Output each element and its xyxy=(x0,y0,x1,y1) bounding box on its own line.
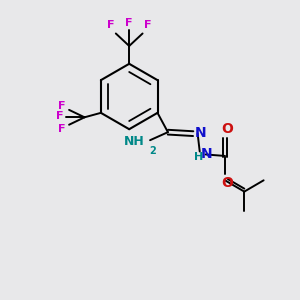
Text: N: N xyxy=(194,126,206,140)
Text: 2: 2 xyxy=(149,146,156,156)
Text: F: F xyxy=(58,101,66,111)
Text: O: O xyxy=(221,176,233,190)
Text: F: F xyxy=(125,17,133,28)
Text: O: O xyxy=(221,122,233,136)
Text: N: N xyxy=(201,148,212,161)
Text: F: F xyxy=(144,20,152,30)
Text: F: F xyxy=(56,111,63,121)
Text: F: F xyxy=(58,124,66,134)
Text: H: H xyxy=(194,152,204,162)
Text: F: F xyxy=(107,20,115,30)
Text: NH: NH xyxy=(124,136,145,148)
